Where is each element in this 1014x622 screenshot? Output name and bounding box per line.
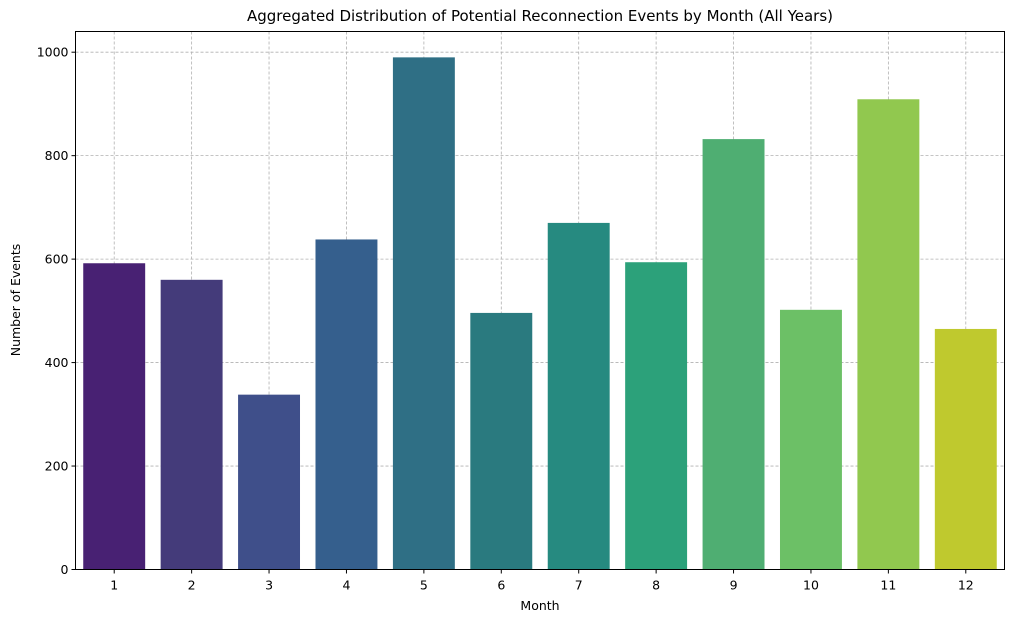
x-tick-label: 8 <box>652 578 660 593</box>
x-tick-label: 5 <box>420 578 428 593</box>
y-tick-label: 200 <box>45 459 69 474</box>
x-tick-label: 1 <box>110 578 118 593</box>
x-tick-label: 11 <box>880 578 896 593</box>
chart-title: Aggregated Distribution of Potential Rec… <box>247 7 833 25</box>
bar-month-2 <box>160 279 223 570</box>
bar-month-11 <box>857 99 920 570</box>
x-axis-label: Month <box>520 598 559 613</box>
bar-month-4 <box>315 239 378 570</box>
bar-month-8 <box>625 262 688 570</box>
y-tick-label: 0 <box>61 562 69 577</box>
bar-month-12 <box>934 328 997 570</box>
x-tick-label: 10 <box>803 578 819 593</box>
x-tick-label: 12 <box>958 578 974 593</box>
bar-month-1 <box>83 263 146 570</box>
y-tick-label: 1000 <box>37 45 69 60</box>
bar-month-9 <box>702 139 765 570</box>
x-tick-label: 2 <box>188 578 196 593</box>
bar-month-3 <box>238 394 301 570</box>
x-tick-label: 9 <box>730 578 738 593</box>
y-tick-label: 600 <box>45 252 69 267</box>
y-tick-label: 800 <box>45 148 69 163</box>
bar-layer <box>83 57 997 570</box>
bar-month-6 <box>470 312 533 570</box>
y-tick-label: 400 <box>45 355 69 370</box>
bar-month-5 <box>392 57 455 570</box>
y-axis-label: Number of Events <box>8 244 23 357</box>
x-tick-label: 7 <box>575 578 583 593</box>
plot-area-frame <box>75 31 1005 570</box>
x-tick-label: 4 <box>342 578 350 593</box>
x-tick-label: 6 <box>497 578 505 593</box>
bar-month-10 <box>779 309 842 570</box>
bar-month-7 <box>547 222 610 570</box>
x-tick-label: 3 <box>265 578 273 593</box>
